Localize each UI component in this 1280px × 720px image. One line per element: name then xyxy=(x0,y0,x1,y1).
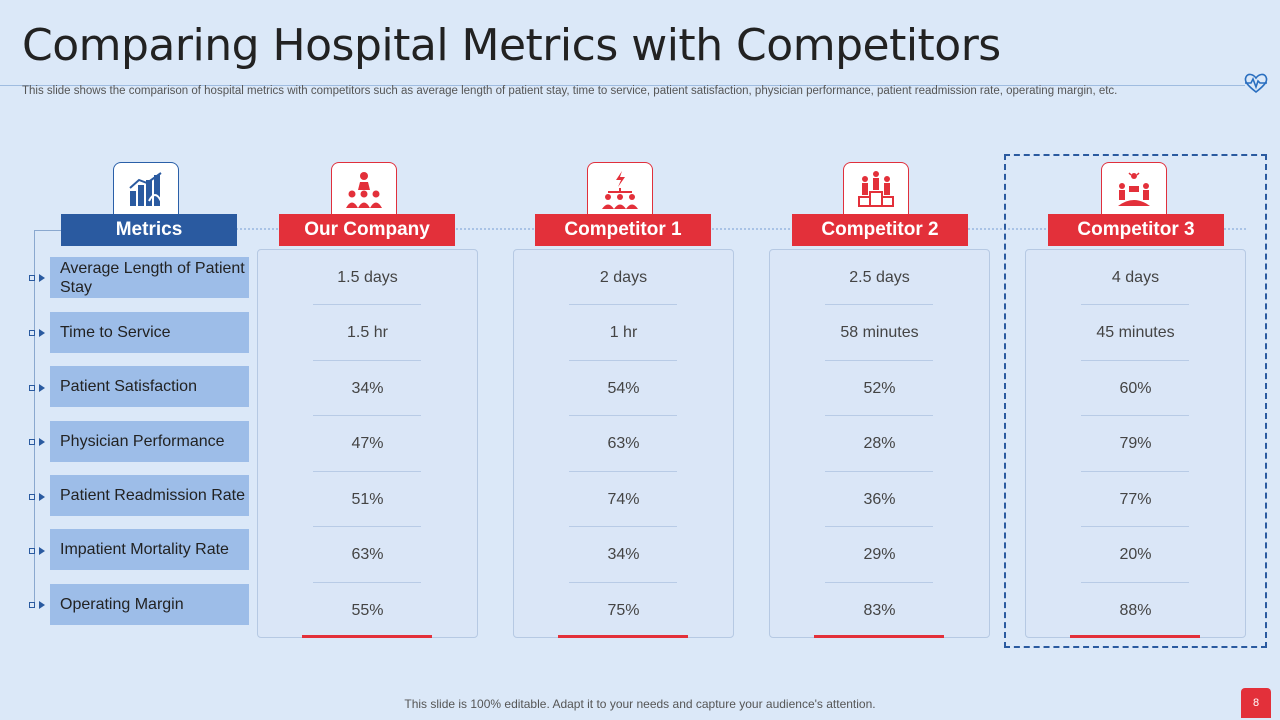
value-cell: 1.5 hr xyxy=(347,324,388,341)
row-separator xyxy=(825,415,933,416)
row-separator xyxy=(1081,304,1189,305)
row-separator xyxy=(1081,582,1189,583)
value-cell: 58 minutes xyxy=(840,324,919,341)
value-cell: 63% xyxy=(351,546,384,563)
row-separator xyxy=(313,526,421,527)
podium-icon xyxy=(858,170,894,207)
slide-title: Comparing Hospital Metrics with Competit… xyxy=(22,20,1001,71)
accent-bar xyxy=(302,635,432,638)
metrics-tree-line xyxy=(34,230,35,606)
metric-row: Average Length of Patient Stay xyxy=(50,257,249,298)
value-cell: 75% xyxy=(607,602,640,619)
metric-bullet xyxy=(29,492,49,502)
competitor3-icon-box xyxy=(1101,162,1167,216)
row-separator xyxy=(569,526,677,527)
metric-bullet xyxy=(29,383,49,393)
competitor2-icon-box xyxy=(843,162,909,216)
header-competitor1: Competitor 1 xyxy=(535,214,711,246)
value-cell: 34% xyxy=(607,546,640,563)
metric-row: Operating Margin xyxy=(50,584,249,625)
column-our-company: 1.5 days 1.5 hr 34% 47% 51% 63% 55% xyxy=(257,249,478,638)
value-cell: 79% xyxy=(1119,435,1152,452)
heartbeat-icon xyxy=(1244,73,1268,94)
value-cell: 45 minutes xyxy=(1096,324,1175,341)
row-separator xyxy=(569,582,677,583)
row-separator xyxy=(569,471,677,472)
header-connector-line xyxy=(236,228,1246,230)
column-competitor3: 4 days 45 minutes 60% 79% 77% 20% 88% xyxy=(1025,249,1246,638)
value-cell: 1.5 days xyxy=(337,269,398,286)
our-company-icon-box xyxy=(331,162,397,216)
value-cell: 55% xyxy=(351,602,384,619)
value-cell: 60% xyxy=(1119,380,1152,397)
row-separator xyxy=(1081,415,1189,416)
value-cell: 36% xyxy=(863,491,896,508)
header-metrics: Metrics xyxy=(61,214,237,246)
value-cell: 88% xyxy=(1119,602,1152,619)
row-separator xyxy=(313,304,421,305)
competition-icon xyxy=(1118,171,1150,206)
metric-bullet xyxy=(29,328,49,338)
row-separator xyxy=(1081,360,1189,361)
accent-bar xyxy=(1070,635,1200,638)
row-separator xyxy=(569,304,677,305)
title-divider xyxy=(0,85,1245,86)
column-competitor2: 2.5 days 58 minutes 52% 28% 36% 29% 83% xyxy=(769,249,990,638)
metric-bullet xyxy=(29,546,49,556)
value-cell: 2.5 days xyxy=(849,269,910,286)
row-separator xyxy=(569,360,677,361)
row-separator xyxy=(825,304,933,305)
value-cell: 29% xyxy=(863,546,896,563)
value-cell: 4 days xyxy=(1111,269,1160,286)
metric-row: Physician Performance xyxy=(50,421,249,462)
slide-footer: This slide is 100% editable. Adapt it to… xyxy=(404,697,876,711)
competitor1-icon-box xyxy=(587,162,653,216)
row-separator xyxy=(1081,471,1189,472)
value-cell: 28% xyxy=(863,435,896,452)
metrics-tree-branch xyxy=(34,230,62,231)
metric-row: Patient Satisfaction xyxy=(50,366,249,407)
value-cell: 52% xyxy=(863,380,896,397)
row-separator xyxy=(825,526,933,527)
header-our-company: Our Company xyxy=(279,214,455,246)
row-separator xyxy=(313,360,421,361)
org-chart-icon xyxy=(602,170,638,209)
row-separator xyxy=(313,471,421,472)
slide-subtitle: This slide shows the comparison of hospi… xyxy=(22,85,1118,97)
value-cell: 51% xyxy=(351,491,384,508)
header-competitor3: Competitor 3 xyxy=(1048,214,1224,246)
accent-bar xyxy=(814,635,944,638)
page-number: 8 xyxy=(1241,688,1271,718)
accent-bar xyxy=(558,635,688,638)
metric-bullet xyxy=(29,273,49,283)
value-cell: 74% xyxy=(607,491,640,508)
value-cell: 63% xyxy=(607,435,640,452)
column-competitor1: 2 days 1 hr 54% 63% 74% 34% 75% xyxy=(513,249,734,638)
value-cell: 54% xyxy=(607,380,640,397)
value-cell: 47% xyxy=(351,435,384,452)
value-cell: 77% xyxy=(1119,491,1152,508)
value-cell: 1 hr xyxy=(609,324,638,341)
metric-row: Time to Service xyxy=(50,312,249,353)
metric-row: Impatient Mortality Rate xyxy=(50,529,249,570)
header-competitor2: Competitor 2 xyxy=(792,214,968,246)
value-cell: 2 days xyxy=(599,269,648,286)
row-separator xyxy=(825,582,933,583)
row-separator xyxy=(1081,526,1189,527)
metric-bullet xyxy=(29,437,49,447)
metric-row: Patient Readmission Rate xyxy=(50,475,249,516)
row-separator xyxy=(825,471,933,472)
metric-bullet xyxy=(29,600,49,610)
highlight-frame-competitor3 xyxy=(1004,154,1267,648)
metrics-icon-box xyxy=(113,162,179,216)
value-cell: 34% xyxy=(351,380,384,397)
value-cell: 83% xyxy=(863,602,896,619)
value-cell: 20% xyxy=(1119,546,1152,563)
team-icon xyxy=(346,171,382,208)
row-separator xyxy=(313,582,421,583)
row-separator xyxy=(313,415,421,416)
bar-chart-icon xyxy=(129,171,162,206)
row-separator xyxy=(825,360,933,361)
row-separator xyxy=(569,415,677,416)
